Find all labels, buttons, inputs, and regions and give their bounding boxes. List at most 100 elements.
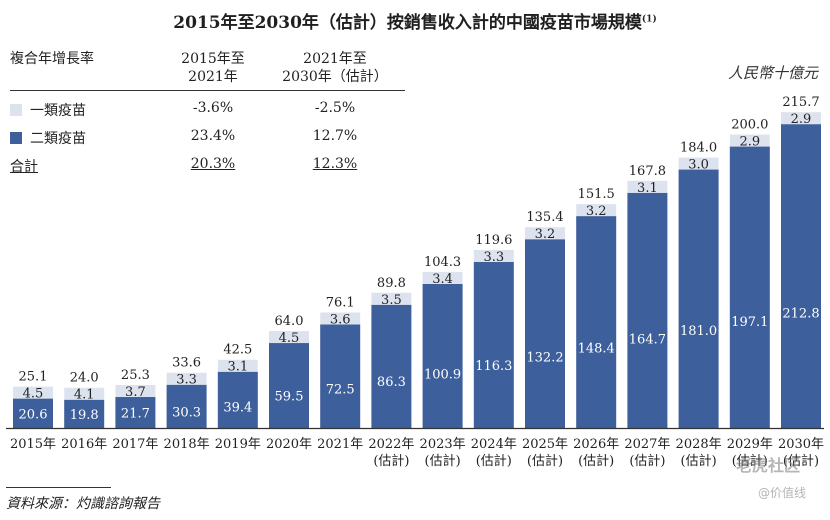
category-label-8-1: (估計)	[425, 453, 461, 469]
label-type1-10: 3.2	[535, 227, 556, 242]
unit-label: 人民幣十億元	[727, 64, 818, 82]
bar-type1-14	[729, 134, 770, 147]
label-total-3: 33.6	[172, 356, 201, 371]
bar-type2-9	[473, 261, 514, 428]
category-label-10-0: 2025年	[522, 437, 568, 452]
source-note: 資料來源：灼識諮詢報告	[6, 496, 160, 512]
category-label-14-0: 2029年	[727, 437, 773, 452]
label-type2-12: 164.7	[629, 333, 666, 348]
category-label-12-0: 2027年	[624, 437, 670, 452]
bar-type2-0	[13, 398, 53, 428]
label-total-7: 89.8	[377, 276, 406, 291]
bar-type2-13	[678, 169, 719, 428]
bar-type1-10	[525, 227, 565, 240]
category-label-15-0: 2030年	[778, 437, 824, 452]
bar-type2-1	[64, 399, 105, 428]
category-label-11-0: 2026年	[573, 437, 619, 452]
bar-type2-12	[627, 192, 668, 428]
category-label-8-0: 2023年	[420, 437, 466, 452]
label-total-9: 119.6	[475, 233, 512, 248]
label-type1-1: 4.1	[74, 388, 95, 403]
label-type1-7: 3.5	[381, 293, 402, 308]
category-label-3-0: 2018年	[164, 437, 210, 452]
label-type2-4: 39.4	[223, 401, 252, 416]
category-label-0-0: 2015年	[10, 437, 56, 452]
category-label-13-0: 2028年	[676, 437, 722, 452]
label-type1-14: 2.9	[739, 135, 760, 150]
label-total-14: 200.0	[731, 118, 768, 133]
label-type2-14: 197.1	[731, 315, 768, 330]
bar-type2-8	[422, 283, 463, 428]
bar-type2-5	[269, 343, 309, 428]
label-type2-13: 181.0	[680, 324, 717, 339]
label-type1-11: 3.2	[586, 204, 607, 219]
bar-type1-1	[64, 387, 105, 400]
label-total-1: 24.0	[70, 371, 99, 386]
label-type1-5: 4.5	[279, 331, 300, 346]
bar-type1-4	[217, 359, 258, 372]
bar-type2-7	[371, 304, 412, 428]
label-type1-2: 3.7	[125, 385, 146, 400]
label-type1-9: 3.3	[483, 250, 504, 265]
category-label-10-1: (估計)	[527, 453, 563, 469]
label-type2-11: 148.4	[578, 341, 615, 356]
category-label-11-1: (估計)	[578, 453, 614, 469]
bar-type1-13	[678, 157, 719, 170]
cagr-total-v1: 20.3%	[190, 156, 236, 172]
label-total-5: 64.0	[275, 314, 304, 329]
label-type2-7: 86.3	[377, 375, 406, 390]
label-total-6: 76.1	[326, 295, 355, 310]
cagr-type2-v1: 23.4%	[190, 128, 236, 144]
label-total-13: 184.0	[680, 141, 717, 156]
bar-type1-5	[269, 331, 309, 344]
label-type2-3: 30.3	[172, 406, 201, 421]
legend-type1-swatch	[10, 104, 22, 116]
legend-type1-label: 一類疫苗	[30, 103, 86, 119]
bar-type2-6	[320, 324, 361, 428]
bar-type2-14	[729, 146, 770, 428]
cagr-header-label: 複合年增長率	[10, 51, 94, 67]
bar-type1-8	[422, 271, 463, 284]
label-type2-1: 19.8	[70, 408, 99, 423]
chart-title: 2015年至2030年（估計）按銷售收入計的中國疫苗市場規模(1)	[173, 13, 657, 33]
cagr-header-divider	[10, 90, 405, 91]
legend-type2-label: 二類疫苗	[30, 131, 86, 147]
bar-type2-11	[576, 216, 617, 428]
category-label-7-0: 2022年	[368, 437, 414, 452]
watermark-secondary: @价值线	[757, 486, 806, 500]
category-label-6-0: 2021年	[317, 437, 363, 452]
bar-type1-7	[371, 292, 412, 305]
label-total-2: 25.3	[121, 368, 150, 383]
cagr-col2-line1: 2021年至	[303, 51, 367, 67]
cagr-col2-line2: 2030年（估計）	[282, 69, 388, 85]
category-label-4-0: 2019年	[215, 437, 261, 452]
label-total-0: 25.1	[19, 370, 48, 385]
bar-type1-6	[320, 312, 361, 325]
bar-type2-2	[115, 397, 156, 428]
bar-type1-11	[576, 204, 617, 217]
cagr-total-v2: 12.3%	[312, 156, 358, 172]
bar-type2-15	[781, 124, 821, 429]
cagr-type1-v1: -3.6%	[192, 100, 234, 116]
label-type1-3: 3.3	[176, 373, 197, 388]
label-type2-2: 21.7	[121, 407, 150, 422]
legend-type2-swatch	[10, 132, 22, 144]
cagr-col1-line1: 2015年至	[181, 51, 245, 67]
category-label-2-0: 2017年	[112, 437, 158, 452]
watermark: 老虎社区	[735, 456, 800, 475]
label-type2-6: 72.5	[326, 383, 355, 398]
cagr-total-label: 合計	[10, 159, 38, 175]
label-type2-5: 59.5	[275, 390, 304, 405]
label-type1-6: 3.6	[330, 312, 351, 327]
cagr-col1-line2: 2021年	[188, 69, 238, 85]
label-type1-12: 3.1	[637, 181, 658, 196]
label-total-12: 167.8	[629, 164, 666, 179]
bar-type1-15	[781, 112, 821, 125]
label-total-10: 135.4	[526, 210, 563, 225]
bar-type1-9	[473, 249, 514, 262]
cagr-type1-v2: -2.5%	[314, 100, 356, 116]
category-label-9-0: 2024年	[471, 437, 517, 452]
category-label-14-1: (估計)	[732, 453, 768, 469]
label-total-4: 42.5	[223, 343, 252, 358]
